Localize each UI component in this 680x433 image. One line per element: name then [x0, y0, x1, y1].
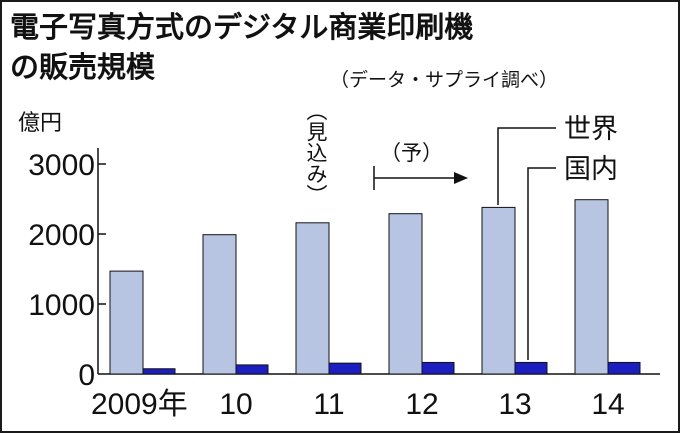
chart-source: （データ・サプライ調べ） [330, 69, 558, 91]
x-tick-label-10: 10 [219, 388, 252, 421]
forecast-annotation: （予） [380, 141, 443, 165]
bar-domestic-3 [421, 361, 455, 375]
bar-domestic-1 [235, 364, 269, 375]
x-tick-label-12: 12 [405, 388, 438, 421]
x-tick-label-13: 13 [498, 388, 531, 421]
legend-label-domestic: 国内 [564, 154, 618, 185]
bar-world-4 [481, 206, 516, 375]
x-tick-label-2009-text: 2009年 [91, 388, 188, 421]
y-axis-unit: 億円 [18, 111, 62, 136]
x-tick-label-11: 11 [313, 388, 344, 421]
y-tick-label-2000: 2000 [28, 219, 95, 252]
legend-label-world: 世界 [564, 114, 618, 145]
bar-world-2 [295, 222, 330, 375]
y-tick-label-1000: 1000 [28, 289, 95, 322]
bar-world-0 [109, 270, 144, 375]
bar-domestic-0 [142, 368, 176, 375]
legend-callout-domestic-line [527, 167, 556, 360]
y-tick-label-0: 0 [78, 359, 95, 392]
x-tick-label-2009: 2009年 [91, 388, 188, 421]
bar-group [109, 199, 641, 375]
chart-title-line1: 電子写真方式のデジタル商業印刷機 [10, 10, 473, 44]
bar-domestic-2 [328, 362, 362, 375]
legend-callout-world-line [497, 127, 556, 205]
bar-world-1 [202, 234, 237, 375]
y-tick-label-3000: 3000 [28, 149, 95, 182]
chart-title-line2: の販売規模 [10, 50, 156, 84]
estimate-annotation: （見込み） [304, 100, 328, 205]
bar-world-5 [574, 199, 609, 375]
bar-domestic-5 [607, 361, 641, 375]
x-tick-label-14: 14 [591, 388, 624, 421]
bar-domestic-4 [514, 361, 548, 375]
bar-world-3 [388, 213, 423, 375]
forecast-arrow-head [454, 172, 468, 184]
